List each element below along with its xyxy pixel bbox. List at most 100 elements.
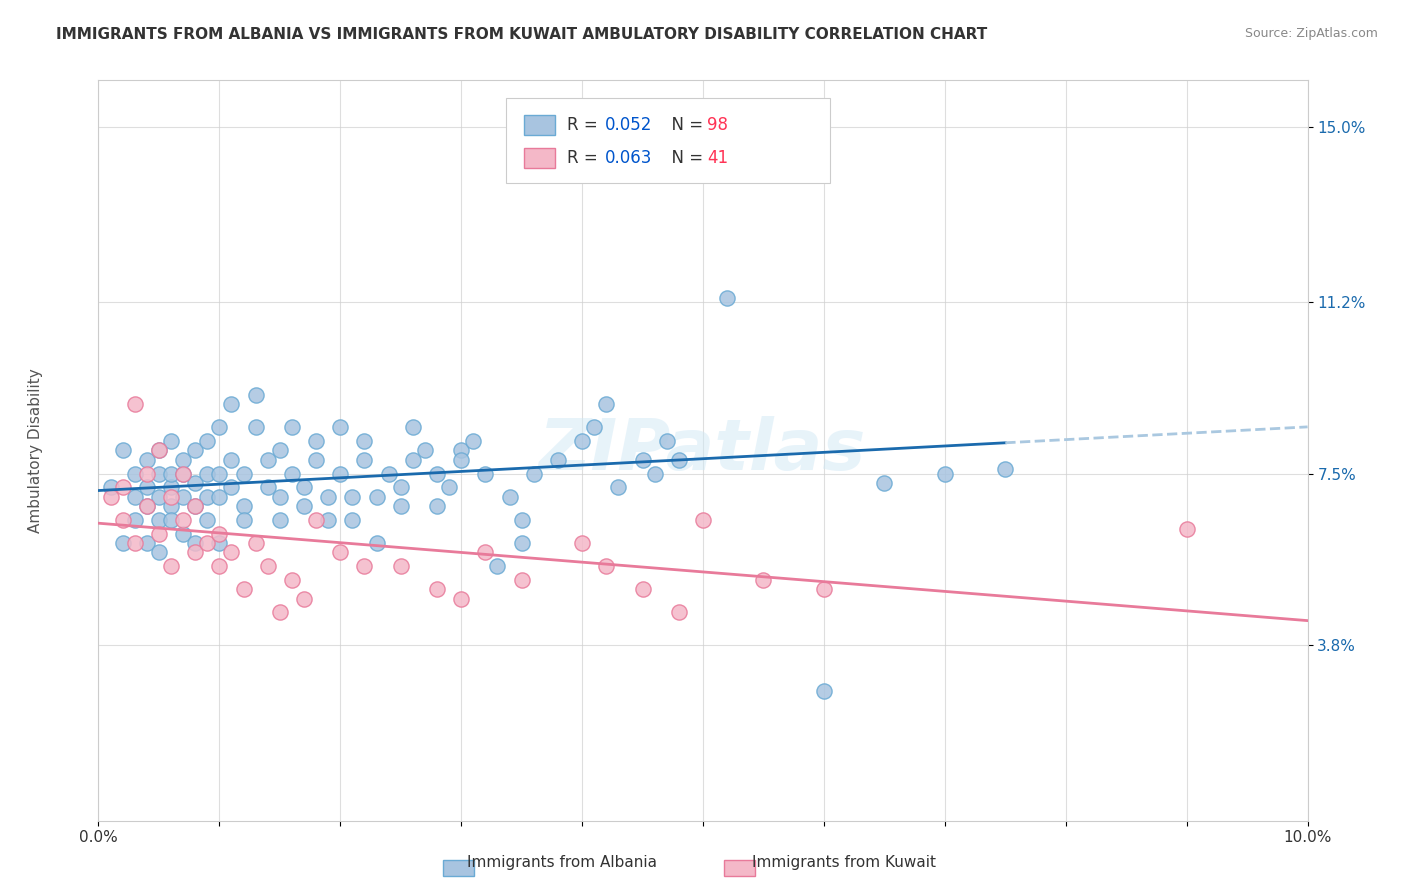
- Point: [208, 526, 231, 541]
- Point: [329, 420, 352, 434]
- Point: [256, 559, 278, 574]
- Point: [631, 582, 654, 597]
- Point: [172, 467, 194, 481]
- Point: [389, 559, 412, 574]
- Point: [172, 467, 194, 481]
- Point: [160, 481, 183, 495]
- Point: [160, 499, 183, 513]
- Point: [413, 443, 436, 458]
- Point: [644, 467, 666, 481]
- FancyBboxPatch shape: [724, 860, 755, 876]
- Point: [221, 481, 243, 495]
- Point: [329, 545, 352, 559]
- Point: [486, 559, 509, 574]
- Point: [195, 536, 218, 550]
- Point: [184, 499, 207, 513]
- Y-axis label: Ambulatory Disability: Ambulatory Disability: [28, 368, 42, 533]
- Point: [474, 467, 496, 481]
- Text: IMMIGRANTS FROM ALBANIA VS IMMIGRANTS FROM KUWAIT AMBULATORY DISABILITY CORRELAT: IMMIGRANTS FROM ALBANIA VS IMMIGRANTS FR…: [56, 27, 987, 42]
- Point: [523, 467, 546, 481]
- Point: [402, 452, 425, 467]
- Text: N =: N =: [661, 116, 709, 134]
- Point: [269, 490, 291, 504]
- Point: [631, 452, 654, 467]
- Point: [148, 467, 170, 481]
- Point: [353, 559, 375, 574]
- Point: [426, 582, 449, 597]
- Point: [124, 397, 146, 411]
- Point: [195, 490, 218, 504]
- Point: [135, 467, 157, 481]
- Point: [450, 591, 472, 606]
- Point: [111, 536, 134, 550]
- FancyBboxPatch shape: [524, 115, 555, 135]
- Point: [269, 443, 291, 458]
- Point: [124, 490, 146, 504]
- Point: [305, 513, 328, 527]
- Text: 41: 41: [707, 149, 728, 167]
- Point: [813, 582, 835, 597]
- Point: [607, 481, 630, 495]
- Point: [692, 166, 714, 180]
- Point: [160, 434, 183, 449]
- Point: [389, 499, 412, 513]
- Point: [135, 536, 157, 550]
- Point: [595, 397, 617, 411]
- Point: [160, 513, 183, 527]
- Point: [377, 467, 399, 481]
- Point: [135, 499, 157, 513]
- FancyBboxPatch shape: [443, 860, 474, 876]
- Point: [124, 467, 146, 481]
- Point: [111, 443, 134, 458]
- Point: [402, 420, 425, 434]
- Point: [510, 513, 533, 527]
- Point: [160, 490, 183, 504]
- Point: [463, 434, 485, 449]
- Point: [595, 559, 617, 574]
- Point: [934, 467, 956, 481]
- Point: [655, 434, 678, 449]
- Point: [135, 481, 157, 495]
- Point: [111, 513, 134, 527]
- Point: [281, 467, 304, 481]
- Point: [100, 490, 122, 504]
- Point: [281, 420, 304, 434]
- Point: [232, 467, 254, 481]
- Point: [160, 559, 183, 574]
- Point: [547, 452, 569, 467]
- Point: [450, 443, 472, 458]
- Point: [208, 559, 231, 574]
- Text: 98: 98: [707, 116, 728, 134]
- Point: [316, 490, 339, 504]
- Point: [184, 545, 207, 559]
- Point: [148, 513, 170, 527]
- Point: [292, 591, 315, 606]
- Point: [994, 462, 1017, 476]
- Point: [148, 545, 170, 559]
- Point: [873, 475, 896, 490]
- Text: R =: R =: [567, 116, 603, 134]
- Point: [184, 443, 207, 458]
- Point: [135, 499, 157, 513]
- Point: [221, 545, 243, 559]
- Point: [342, 490, 364, 504]
- Point: [437, 481, 460, 495]
- Text: 0.063: 0.063: [605, 149, 652, 167]
- Point: [124, 513, 146, 527]
- Point: [366, 536, 388, 550]
- Point: [184, 499, 207, 513]
- Point: [245, 388, 267, 402]
- Point: [148, 443, 170, 458]
- Point: [716, 291, 738, 305]
- Point: [474, 545, 496, 559]
- Point: [195, 513, 218, 527]
- Point: [292, 481, 315, 495]
- Point: [342, 513, 364, 527]
- Point: [269, 606, 291, 620]
- Point: [172, 526, 194, 541]
- Point: [232, 513, 254, 527]
- Point: [571, 434, 593, 449]
- Point: [208, 420, 231, 434]
- Point: [510, 573, 533, 587]
- Point: [450, 452, 472, 467]
